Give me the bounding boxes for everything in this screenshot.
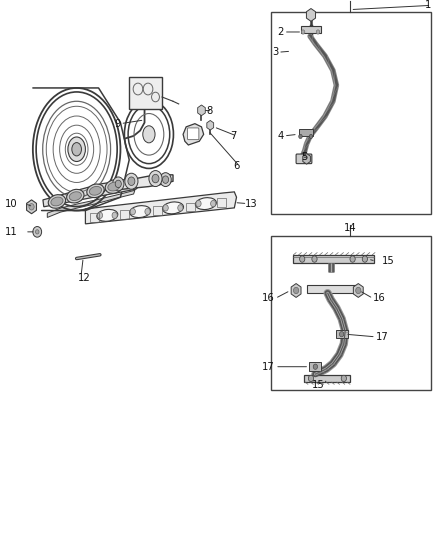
Bar (120, 210, 129, 219)
Circle shape (301, 30, 305, 34)
Circle shape (308, 375, 314, 382)
Text: 8: 8 (206, 106, 212, 116)
Bar (336, 330, 348, 338)
Circle shape (362, 256, 367, 262)
Text: 10: 10 (5, 199, 18, 208)
Text: 1: 1 (425, 1, 431, 10)
Ellipse shape (105, 180, 123, 193)
Text: 12: 12 (78, 273, 91, 283)
Ellipse shape (72, 142, 81, 156)
Circle shape (293, 287, 299, 294)
Circle shape (145, 208, 150, 215)
Circle shape (29, 204, 34, 210)
Text: 7: 7 (230, 131, 237, 141)
Circle shape (115, 180, 121, 188)
Circle shape (299, 134, 302, 139)
Bar (304, 375, 350, 382)
FancyBboxPatch shape (296, 154, 312, 164)
Bar (307, 285, 359, 293)
Circle shape (339, 332, 344, 337)
Circle shape (97, 212, 102, 219)
Bar (309, 362, 321, 371)
Circle shape (162, 176, 169, 183)
Bar (129, 77, 162, 109)
Circle shape (35, 230, 39, 234)
Text: 14: 14 (344, 223, 357, 233)
Bar (90, 213, 99, 222)
Polygon shape (112, 175, 173, 189)
Polygon shape (183, 124, 204, 145)
Polygon shape (47, 190, 135, 217)
Circle shape (313, 364, 318, 369)
Circle shape (160, 173, 171, 187)
Ellipse shape (69, 192, 81, 200)
Circle shape (312, 256, 317, 262)
Ellipse shape (195, 198, 216, 209)
Text: 17: 17 (262, 362, 275, 372)
Circle shape (130, 208, 135, 215)
Circle shape (350, 256, 355, 262)
Ellipse shape (89, 187, 102, 195)
Text: 9: 9 (114, 119, 120, 128)
Text: 13: 13 (244, 199, 257, 208)
Ellipse shape (108, 182, 120, 191)
Text: 16: 16 (373, 294, 386, 303)
Bar (217, 198, 226, 207)
Circle shape (300, 256, 305, 262)
Ellipse shape (143, 126, 155, 143)
Ellipse shape (51, 197, 63, 206)
Circle shape (152, 174, 159, 183)
Ellipse shape (162, 202, 184, 214)
Text: 4: 4 (278, 131, 284, 141)
Bar (299, 129, 313, 136)
Ellipse shape (48, 195, 66, 208)
Ellipse shape (67, 189, 84, 203)
Circle shape (33, 227, 42, 237)
Circle shape (309, 134, 313, 139)
Ellipse shape (97, 209, 118, 221)
Polygon shape (43, 179, 145, 207)
Bar (153, 206, 162, 215)
Bar (271, 236, 431, 390)
Text: 15: 15 (382, 256, 395, 266)
FancyBboxPatch shape (187, 128, 199, 140)
Polygon shape (85, 192, 237, 224)
Circle shape (125, 173, 138, 189)
Text: 16: 16 (262, 294, 275, 303)
Text: 5: 5 (301, 152, 308, 162)
Ellipse shape (130, 206, 151, 217)
Circle shape (149, 171, 162, 187)
Text: 3: 3 (272, 47, 278, 57)
Text: 17: 17 (376, 332, 389, 342)
Circle shape (178, 205, 183, 211)
Circle shape (128, 177, 135, 185)
Text: 2: 2 (277, 27, 284, 37)
Circle shape (211, 200, 216, 207)
Circle shape (341, 375, 346, 382)
Circle shape (112, 212, 117, 219)
Circle shape (163, 205, 168, 211)
Text: 11: 11 (5, 227, 18, 237)
Bar (301, 26, 321, 33)
Bar (293, 255, 374, 263)
Circle shape (316, 30, 320, 34)
Ellipse shape (87, 184, 104, 198)
Bar (186, 203, 195, 211)
Bar (271, 12, 431, 214)
Ellipse shape (68, 137, 85, 161)
Text: 15: 15 (312, 380, 325, 390)
Circle shape (113, 177, 124, 191)
Text: 6: 6 (233, 161, 240, 171)
Circle shape (356, 287, 361, 294)
Circle shape (196, 200, 201, 207)
